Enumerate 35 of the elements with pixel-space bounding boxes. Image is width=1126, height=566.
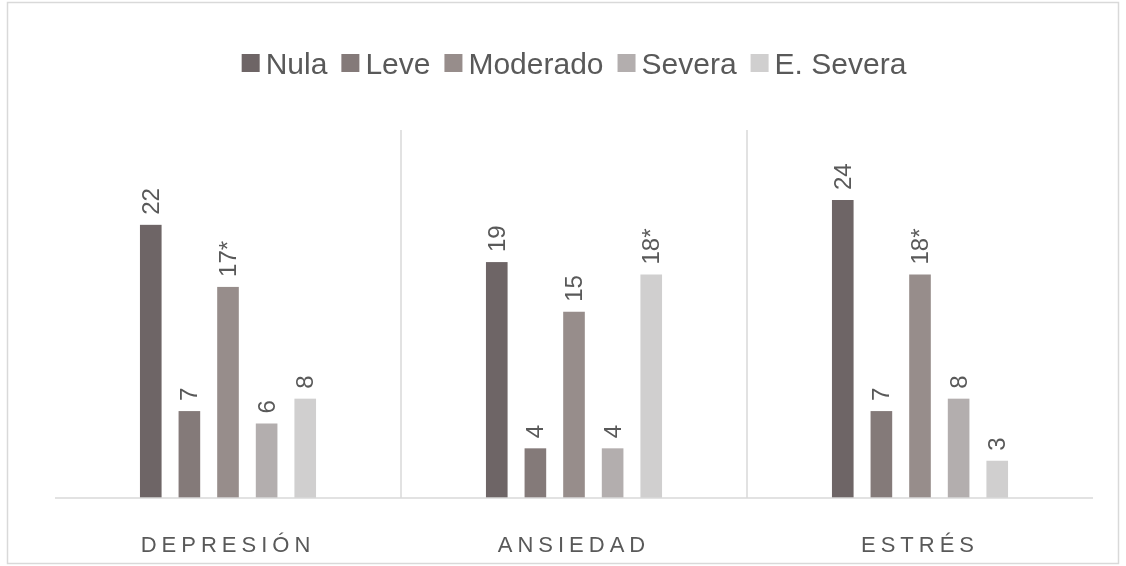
- data-label: 15: [560, 275, 587, 302]
- legend-label: Moderado: [468, 47, 604, 80]
- legend-label: Leve: [365, 47, 431, 80]
- data-label: 4: [521, 424, 549, 439]
- data-label: 22: [136, 188, 164, 215]
- x-tick-label: ESTRÉS: [860, 532, 980, 557]
- x-tick-label: ANSIEDAD: [497, 532, 651, 557]
- data-label: 7: [867, 387, 895, 402]
- bar: [831, 200, 854, 498]
- data-label: 17*: [214, 240, 241, 277]
- bar: [217, 286, 239, 498]
- data-label: 8: [944, 375, 972, 389]
- legend-label: E. Severa: [774, 47, 907, 80]
- bar: [524, 448, 547, 498]
- bar: [563, 311, 585, 498]
- data-label: 3: [983, 437, 1011, 451]
- bar: [255, 423, 278, 498]
- legend-label: Severa: [641, 47, 737, 80]
- data-label: 7: [175, 387, 203, 402]
- bar: [139, 224, 162, 498]
- bar: [909, 274, 931, 498]
- data-label: 19: [482, 225, 510, 253]
- bar: [947, 398, 970, 498]
- data-label: 24: [828, 163, 856, 190]
- data-label: 18*: [637, 228, 665, 265]
- data-label: 8: [291, 375, 319, 389]
- data-label: 4: [598, 424, 626, 439]
- x-tick-label: DEPRESIÓN: [140, 532, 316, 557]
- data-label: 18*: [906, 228, 933, 265]
- bar: [485, 262, 508, 498]
- bar: [178, 411, 201, 498]
- bar: [601, 448, 624, 498]
- bar: [870, 411, 893, 498]
- legend-label: Nula: [265, 47, 328, 80]
- data-label: 6: [252, 400, 280, 414]
